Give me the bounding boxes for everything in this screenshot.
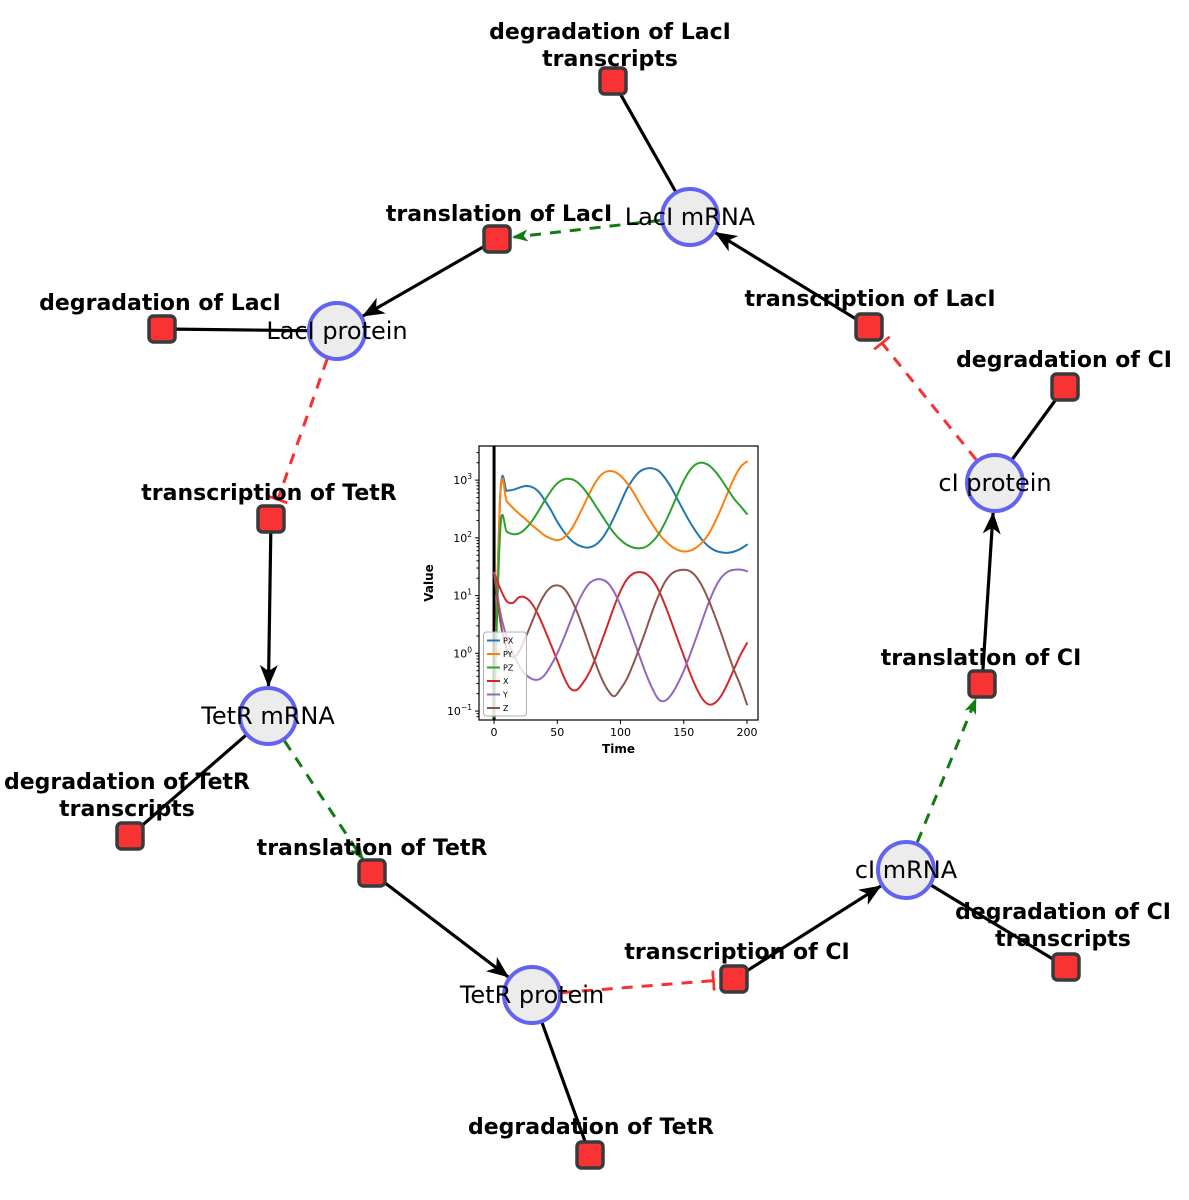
edge-inhibition-ci-protein-to-transcription-laci [882, 343, 978, 461]
legend-label-PY: PY [503, 650, 513, 659]
species-node-laci-protein [307, 301, 367, 361]
species-node-ci-protein [965, 453, 1025, 513]
reaction-node-degradation-laci-transcripts [598, 66, 628, 96]
chart-curves [493, 460, 748, 718]
edge-inhibition-laci-protein-to-transcription-tetr [278, 358, 329, 499]
edge-activation-tetr-mrna-to-translation-tetr [283, 740, 364, 861]
edge-plain-degradation-ci-to-ci-protein [1010, 396, 1059, 461]
edges [138, 91, 1059, 1144]
chart-axes-box [478, 445, 759, 721]
chart-curve-PY [493, 460, 748, 718]
species-node-tetr-protein [502, 965, 562, 1025]
axis-ticks [475, 452, 748, 724]
reaction-node-degradation-ci-transcripts [1051, 952, 1081, 982]
species-label-laci-mrna: LacI mRNA [625, 203, 756, 231]
reaction-label-translation-tetr: translation of TetR [257, 836, 488, 861]
edge-activation-ci-mrna-to-translation-ci [915, 697, 977, 843]
edge-arrow-translation-laci-to-laci-protein [362, 244, 487, 318]
y-tick-label: 100 [453, 645, 472, 660]
edge-plain-degradation-laci-to-laci-protein [174, 327, 309, 333]
reaction-label-degradation-tetr: degradation of TetR [468, 1115, 714, 1140]
species-label-laci-protein: LacI protein [266, 317, 407, 345]
chart-background [427, 436, 776, 780]
species-label-tetr-mrna: TetR mRNA [200, 702, 335, 730]
edge-arrow-transcription-tetr-to-tetr-mrna [259, 531, 278, 688]
reaction-node-translation-ci [967, 669, 997, 699]
species-node-ci-mrna [876, 840, 936, 900]
y-tick-label: 10−1 [447, 703, 472, 718]
reaction-label-degradation-tetr-transcripts: degradation of TetR [4, 770, 250, 795]
chart-curve-PZ [493, 461, 748, 718]
species-nodes [238, 187, 1025, 1025]
x-tick-label: 50 [550, 726, 564, 739]
edge-arrow-transcription-ci-to-ci-mrna [744, 884, 882, 974]
x-axis-label: Time [602, 742, 635, 756]
legend-label-PX: PX [503, 637, 514, 646]
reaction-label-degradation-laci-transcripts-line2: transcripts [542, 47, 678, 72]
reaction-node-degradation-ci [1050, 372, 1080, 402]
legend-label-PZ: PZ [503, 664, 514, 673]
labels: LacI mRNA LacI protein TetR mRNA TetR prote… [4, 20, 1172, 1140]
edge-activation-laci-mrna-to-translation-laci [511, 218, 661, 242]
edge-plain-degradation-tetr-transcripts-to-tetr-mrna [138, 733, 248, 829]
reaction-label-degradation-tetr-transcripts-line2: transcripts [59, 797, 195, 822]
y-tick-label: 101 [453, 588, 472, 603]
y-tick-label: 102 [453, 530, 472, 545]
reaction-label-degradation-ci: degradation of CI [956, 348, 1172, 373]
reaction-label-degradation-ci-transcripts: degradation of CI [955, 900, 1171, 925]
edge-plain-degradation-ci-transcripts-to-ci-mrna [929, 883, 1056, 962]
reaction-node-transcription-ci [719, 964, 749, 994]
reaction-label-transcription-tetr: transcription of TetR [141, 481, 397, 506]
edge-arrow-translation-tetr-to-tetr-protein [381, 879, 510, 979]
reaction-label-transcription-ci: transcription of CI [624, 940, 849, 965]
species-label-tetr-protein: TetR protein [459, 981, 604, 1009]
reaction-node-translation-tetr [357, 858, 387, 888]
edge-inhibition-tetr-protein-to-transcription-ci [561, 981, 713, 995]
reaction-node-translation-laci [482, 224, 512, 254]
reaction-label-transcription-laci: transcription of LacI [744, 287, 995, 312]
reaction-label-degradation-laci-transcripts: degradation of LacI [489, 20, 731, 45]
reaction-node-degradation-tetr [575, 1140, 605, 1170]
x-tick-label: 150 [673, 726, 694, 739]
reaction-node-degradation-tetr-transcripts [115, 821, 145, 851]
edge-arrow-translation-ci-to-ci-protein [981, 511, 1001, 672]
legend-label-X: X [503, 677, 509, 686]
reaction-node-degradation-laci [147, 314, 177, 344]
edge-arrow-transcription-laci-to-laci-mrna [714, 231, 859, 322]
x-tick-label: 0 [491, 726, 498, 739]
species-label-ci-mrna: cI mRNA [855, 856, 958, 884]
x-tick-label: 200 [736, 726, 757, 739]
chart-curve-Y [493, 568, 748, 703]
species-label-ci-protein: cI protein [938, 469, 1051, 497]
legend-label-Z: Z [503, 704, 509, 713]
reaction-nodes [115, 66, 1081, 1170]
y-axis-label: Value [422, 564, 436, 602]
y-tick-label: 103 [453, 472, 472, 487]
reaction-label-degradation-ci-transcripts-line2: transcripts [995, 927, 1131, 952]
reaction-label-degradation-laci: degradation of LacI [39, 291, 281, 316]
legend-label-Y: Y [502, 691, 508, 700]
x-tick-label: 100 [610, 726, 631, 739]
reaction-label-translation-ci: translation of CI [881, 646, 1082, 671]
species-node-laci-mrna [660, 187, 720, 247]
chart-legend: PX PY PZ XYZ [483, 631, 527, 717]
reaction-node-transcription-tetr [256, 504, 286, 534]
chart-curve-Z [493, 568, 748, 706]
species-node-tetr-mrna [238, 686, 298, 746]
reaction-label-translation-laci: translation of LacI [386, 202, 612, 227]
inset-chart: 10−1 100 101 102 103 0 50 100 150 200 Time Value [422, 436, 776, 780]
edge-plain-degradation-tetr-to-tetr-protein [540, 1021, 588, 1144]
edge-plain-degradation-laci-transcripts-to-laci-mrna [618, 91, 678, 193]
reaction-node-transcription-laci [854, 312, 884, 342]
